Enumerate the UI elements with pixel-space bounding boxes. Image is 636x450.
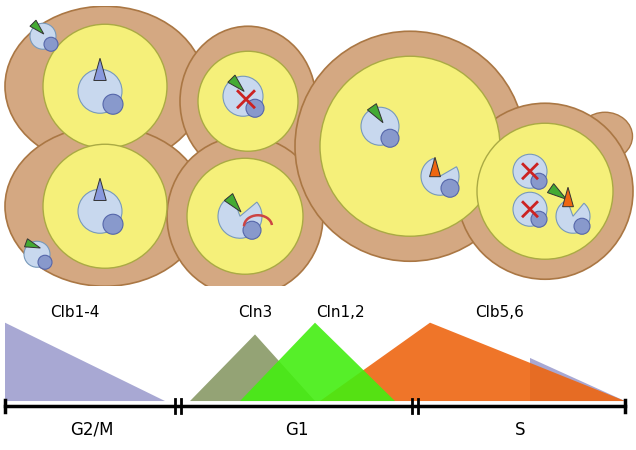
Circle shape: [574, 218, 590, 234]
Text: Clb1-4: Clb1-4: [50, 305, 100, 320]
Polygon shape: [548, 184, 567, 199]
Circle shape: [103, 94, 123, 114]
Ellipse shape: [167, 136, 323, 296]
Text: S: S: [515, 421, 525, 439]
Polygon shape: [320, 323, 625, 401]
Polygon shape: [93, 58, 106, 81]
Circle shape: [43, 24, 167, 148]
Ellipse shape: [5, 6, 205, 166]
Polygon shape: [25, 239, 40, 248]
Circle shape: [246, 99, 264, 117]
Polygon shape: [530, 358, 625, 401]
Polygon shape: [5, 323, 165, 401]
Polygon shape: [228, 75, 244, 91]
Circle shape: [78, 189, 122, 233]
Circle shape: [441, 179, 459, 197]
Ellipse shape: [5, 126, 205, 286]
Text: Clb5,6: Clb5,6: [476, 305, 525, 320]
Polygon shape: [190, 334, 315, 401]
Polygon shape: [563, 187, 574, 207]
Text: Cln3: Cln3: [238, 305, 272, 320]
Polygon shape: [368, 104, 383, 123]
Circle shape: [187, 158, 303, 274]
Circle shape: [361, 107, 399, 145]
Ellipse shape: [457, 103, 633, 279]
Circle shape: [513, 154, 547, 188]
Circle shape: [44, 37, 58, 51]
Polygon shape: [30, 20, 44, 34]
Circle shape: [43, 144, 167, 268]
Circle shape: [24, 241, 50, 267]
Circle shape: [223, 76, 263, 116]
Circle shape: [103, 214, 123, 234]
Wedge shape: [218, 196, 262, 238]
Circle shape: [531, 173, 547, 189]
Polygon shape: [93, 178, 106, 200]
Circle shape: [477, 123, 613, 259]
Polygon shape: [225, 194, 241, 212]
Wedge shape: [556, 200, 590, 233]
Circle shape: [30, 23, 56, 49]
Ellipse shape: [180, 26, 316, 176]
Text: G1: G1: [285, 421, 308, 439]
Circle shape: [243, 221, 261, 239]
Circle shape: [531, 211, 547, 227]
Circle shape: [78, 69, 122, 113]
Polygon shape: [429, 157, 441, 177]
Circle shape: [320, 56, 500, 236]
Ellipse shape: [295, 31, 525, 261]
Wedge shape: [421, 158, 459, 195]
Ellipse shape: [577, 112, 632, 160]
Text: G2/M: G2/M: [70, 421, 113, 439]
Circle shape: [198, 51, 298, 151]
Polygon shape: [240, 323, 395, 401]
Circle shape: [381, 129, 399, 147]
Circle shape: [513, 192, 547, 226]
Circle shape: [38, 255, 52, 269]
Text: Cln1,2: Cln1,2: [315, 305, 364, 320]
